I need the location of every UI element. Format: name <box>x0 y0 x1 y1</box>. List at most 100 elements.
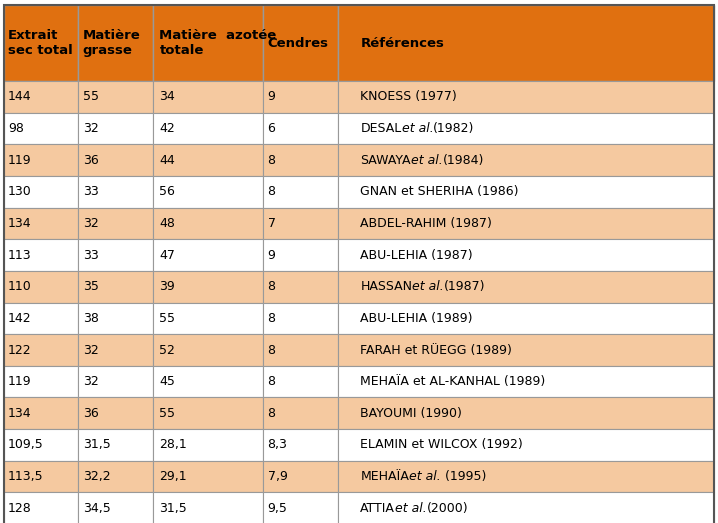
Text: 47: 47 <box>159 248 175 262</box>
Bar <box>78 271 153 302</box>
Text: 8: 8 <box>268 312 276 325</box>
Bar <box>153 144 263 176</box>
Bar <box>78 208 153 240</box>
Text: 8: 8 <box>268 185 276 198</box>
Bar <box>78 461 153 493</box>
Bar <box>4 429 78 461</box>
Text: 119: 119 <box>8 375 32 388</box>
Bar <box>4 176 78 208</box>
Bar <box>337 5 714 81</box>
Text: Extrait
sec total: Extrait sec total <box>8 29 73 57</box>
Bar <box>337 271 714 302</box>
Text: 31,5: 31,5 <box>83 438 111 451</box>
Bar <box>337 334 714 366</box>
Text: 110: 110 <box>8 280 32 293</box>
Text: ABDEL-RAHIM (1987): ABDEL-RAHIM (1987) <box>360 217 492 230</box>
Bar <box>78 334 153 366</box>
Bar <box>337 176 714 208</box>
Bar <box>4 271 78 302</box>
Text: 134: 134 <box>8 407 32 420</box>
Text: et al.: et al. <box>412 280 444 293</box>
Bar <box>153 5 263 81</box>
Bar <box>153 366 263 397</box>
Text: GNAN et SHERIHA (1986): GNAN et SHERIHA (1986) <box>360 185 519 198</box>
Text: 8: 8 <box>268 375 276 388</box>
Text: 9,5: 9,5 <box>268 502 287 515</box>
Text: 142: 142 <box>8 312 32 325</box>
Text: 8: 8 <box>268 407 276 420</box>
Text: 144: 144 <box>8 90 32 104</box>
Text: 55: 55 <box>83 90 98 104</box>
Text: 29,1: 29,1 <box>159 470 187 483</box>
Text: 8,3: 8,3 <box>268 438 287 451</box>
Bar <box>78 397 153 429</box>
Text: 8: 8 <box>268 154 276 167</box>
Bar <box>337 397 714 429</box>
Text: (2000): (2000) <box>427 502 469 515</box>
Text: 55: 55 <box>159 312 175 325</box>
Bar <box>263 81 337 113</box>
Text: Cendres: Cendres <box>268 37 329 50</box>
Text: SAWAYA: SAWAYA <box>360 154 411 167</box>
Text: 39: 39 <box>159 280 175 293</box>
Bar <box>337 366 714 397</box>
Bar <box>78 493 153 523</box>
Bar <box>337 240 714 271</box>
Text: 56: 56 <box>159 185 175 198</box>
Text: 130: 130 <box>8 185 32 198</box>
Bar <box>153 113 263 144</box>
Bar <box>78 113 153 144</box>
Text: FARAH et RÜEGG (1989): FARAH et RÜEGG (1989) <box>360 344 512 357</box>
Text: 9: 9 <box>268 90 276 104</box>
Text: 45: 45 <box>159 375 175 388</box>
Text: ABU-LEHIA (1989): ABU-LEHIA (1989) <box>360 312 472 325</box>
Text: 48: 48 <box>159 217 175 230</box>
Bar <box>263 302 337 334</box>
Text: 113,5: 113,5 <box>8 470 44 483</box>
Text: 36: 36 <box>83 407 98 420</box>
Text: 98: 98 <box>8 122 24 135</box>
Bar <box>78 176 153 208</box>
Text: 9: 9 <box>268 248 276 262</box>
Text: DESAL: DESAL <box>360 122 401 135</box>
Bar <box>153 271 263 302</box>
Bar <box>4 493 78 523</box>
Text: 32: 32 <box>83 217 98 230</box>
Bar <box>153 429 263 461</box>
Text: 42: 42 <box>159 122 175 135</box>
Bar <box>337 493 714 523</box>
Text: 122: 122 <box>8 344 32 357</box>
Bar <box>263 461 337 493</box>
Text: 55: 55 <box>159 407 175 420</box>
Text: HASSAN: HASSAN <box>360 280 412 293</box>
Text: 7: 7 <box>268 217 276 230</box>
Bar <box>153 208 263 240</box>
Bar <box>263 366 337 397</box>
Bar <box>153 397 263 429</box>
Text: 6: 6 <box>268 122 276 135</box>
Text: 33: 33 <box>83 248 98 262</box>
Text: 113: 113 <box>8 248 32 262</box>
Text: 7,9: 7,9 <box>268 470 287 483</box>
Text: et al.: et al. <box>411 154 442 167</box>
Bar <box>4 240 78 271</box>
Text: (1995): (1995) <box>441 470 486 483</box>
Text: et al.: et al. <box>401 122 433 135</box>
Text: 109,5: 109,5 <box>8 438 44 451</box>
Bar <box>4 113 78 144</box>
Text: et al.: et al. <box>409 470 441 483</box>
Text: (1984): (1984) <box>442 154 484 167</box>
Bar <box>78 366 153 397</box>
Text: 134: 134 <box>8 217 32 230</box>
Bar <box>4 208 78 240</box>
Text: ABU-LEHIA (1987): ABU-LEHIA (1987) <box>360 248 473 262</box>
Text: MEHAÏA: MEHAÏA <box>360 470 409 483</box>
Text: (1982): (1982) <box>433 122 475 135</box>
Text: 128: 128 <box>8 502 32 515</box>
Bar <box>263 240 337 271</box>
Text: 38: 38 <box>83 312 98 325</box>
Bar <box>263 334 337 366</box>
Text: 31,5: 31,5 <box>159 502 187 515</box>
Text: 8: 8 <box>268 344 276 357</box>
Bar <box>263 208 337 240</box>
